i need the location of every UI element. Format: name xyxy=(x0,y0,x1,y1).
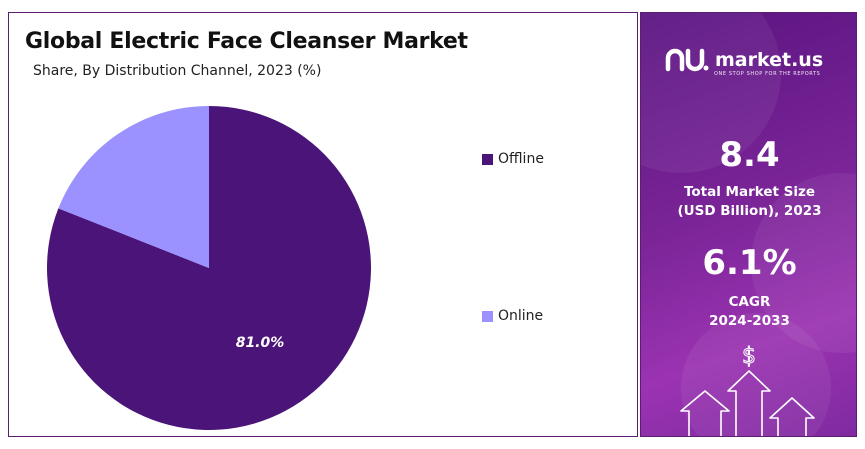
pie-slice-offline xyxy=(47,106,372,430)
data-label-offline: 81.0% xyxy=(236,335,285,351)
market-size-label-line2: (USD Billion), 2023 xyxy=(677,203,822,219)
up-arrow-icon xyxy=(769,397,815,436)
legend-label-offline: Offline xyxy=(498,151,544,167)
chart-subtitle: Share, By Distribution Channel, 2023 (%) xyxy=(33,63,322,79)
growth-arrows-graphic: $ xyxy=(680,344,815,436)
cagr-value: 6.1% xyxy=(702,243,797,283)
legend-item-online: Online xyxy=(482,308,543,324)
legend-swatch-online xyxy=(482,310,493,322)
pie-slice-online xyxy=(58,106,209,268)
brand-name: market.us xyxy=(715,49,824,71)
market-us-logo-icon xyxy=(665,48,709,72)
market-size-label-line1: Total Market Size xyxy=(683,184,816,200)
chart-panel: Global Electric Face Cleanser Market Sha… xyxy=(8,12,638,437)
up-arrow-icon xyxy=(680,390,730,436)
cagr-label-line2: 2024-2033 xyxy=(709,313,790,329)
background-decoration xyxy=(681,313,831,436)
up-arrow-icon xyxy=(727,370,771,436)
brand-tagline: ONE STOP SHOP FOR THE REPORTS xyxy=(714,71,821,77)
legend-item-offline: Offline xyxy=(482,151,544,167)
legend-label-online: Online xyxy=(498,308,544,324)
cagr-label-line1: CAGR xyxy=(728,294,771,310)
dollar-icon: $ xyxy=(742,344,756,369)
pie-chart: 81.0% xyxy=(47,106,372,430)
brand-logo: market.us xyxy=(665,47,823,73)
chart-legend: Offline Online xyxy=(482,13,632,438)
legend-swatch-offline xyxy=(482,153,493,165)
market-size-value: 8.4 xyxy=(719,135,780,175)
chart-title: Global Electric Face Cleanser Market xyxy=(25,29,468,54)
summary-panel: market.us ONE STOP SHOP FOR THE REPORTS … xyxy=(640,12,857,437)
